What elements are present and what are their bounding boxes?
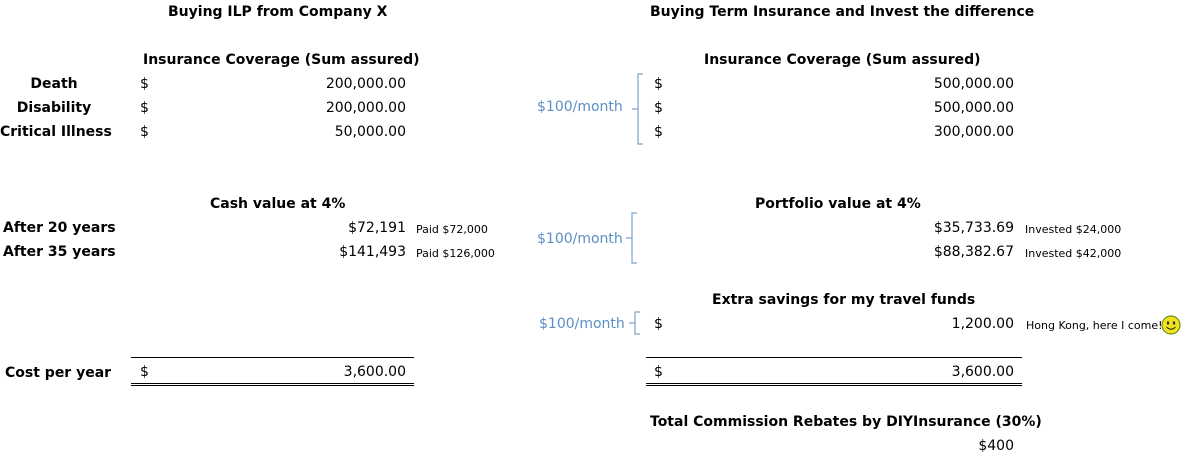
right-title: Buying Term Insurance and Invest the dif… bbox=[650, 4, 1035, 20]
left-ci-value: 50,000.00 bbox=[334, 124, 406, 140]
right-cost-value: 3,600.00 bbox=[951, 364, 1014, 380]
extra-bracket-icon bbox=[629, 311, 640, 335]
right-portfolio-20-note: Invested $24,000 bbox=[1025, 223, 1122, 236]
extra-savings-header: Extra savings for my travel funds bbox=[712, 292, 976, 308]
left-title: Buying ILP from Company X bbox=[168, 4, 388, 20]
label-critical-illness: Critical Illness bbox=[0, 124, 112, 140]
right-coverage-1-currency: $ bbox=[654, 100, 663, 116]
left-cost-bottom-rule bbox=[131, 383, 414, 386]
right-portfolio-35-note: Invested $42,000 bbox=[1025, 247, 1122, 260]
right-coverage-2-value: 300,000.00 bbox=[933, 124, 1014, 140]
label-cost-per-year: Cost per year bbox=[5, 365, 112, 381]
right-cost-currency: $ bbox=[654, 364, 663, 380]
right-coverage-header: Insurance Coverage (Sum assured) bbox=[704, 52, 981, 68]
left-cash-20-value: $72,191 bbox=[348, 220, 406, 236]
left-ci-currency: $ bbox=[140, 124, 149, 140]
extra-monthly-label: $100/month bbox=[539, 316, 625, 332]
left-disability-value: 200,000.00 bbox=[325, 100, 406, 116]
extra-note: Hong Kong, here I come! bbox=[1026, 319, 1163, 332]
left-cash-35-value: $141,493 bbox=[339, 244, 406, 260]
smiley-face-icon bbox=[1161, 315, 1181, 335]
left-cash-20-note: Paid $72,000 bbox=[416, 223, 488, 236]
coverage-monthly-label: $100/month bbox=[537, 99, 623, 115]
left-cost-currency: $ bbox=[140, 364, 149, 380]
left-disability-currency: $ bbox=[140, 100, 149, 116]
left-cash-35-note: Paid $126,000 bbox=[416, 247, 495, 260]
right-coverage-0-value: 500,000.00 bbox=[933, 76, 1014, 92]
coverage-bracket-icon bbox=[632, 73, 643, 145]
portfolio-monthly-label: $100/month bbox=[537, 231, 623, 247]
label-disability: Disability bbox=[16, 100, 92, 116]
extra-value: 1,200.00 bbox=[951, 316, 1014, 332]
right-portfolio-35-value: $88,382.67 bbox=[933, 244, 1014, 260]
label-after-20-years: After 20 years bbox=[3, 220, 116, 236]
rebate-value: $400 bbox=[978, 438, 1014, 454]
right-portfolio-20-value: $35,733.69 bbox=[933, 220, 1014, 236]
portfolio-bracket-icon bbox=[626, 212, 637, 264]
right-coverage-1-value: 500,000.00 bbox=[933, 100, 1014, 116]
label-death: Death bbox=[30, 76, 78, 92]
right-cost-top-rule bbox=[646, 357, 1022, 358]
extra-currency: $ bbox=[654, 316, 663, 332]
left-cost-value: 3,600.00 bbox=[343, 364, 406, 380]
left-cash-header: Cash value at 4% bbox=[210, 196, 346, 212]
left-death-value: 200,000.00 bbox=[325, 76, 406, 92]
left-death-currency: $ bbox=[140, 76, 149, 92]
right-portfolio-header: Portfolio value at 4% bbox=[755, 196, 921, 212]
right-coverage-2-currency: $ bbox=[654, 124, 663, 140]
right-coverage-0-currency: $ bbox=[654, 76, 663, 92]
label-after-35-years: After 35 years bbox=[3, 244, 116, 260]
rebate-header: Total Commission Rebates by DIYInsurance… bbox=[650, 414, 1042, 430]
right-cost-bottom-rule bbox=[646, 383, 1022, 386]
left-coverage-header: Insurance Coverage (Sum assured) bbox=[143, 52, 420, 68]
left-cost-top-rule bbox=[131, 357, 414, 358]
